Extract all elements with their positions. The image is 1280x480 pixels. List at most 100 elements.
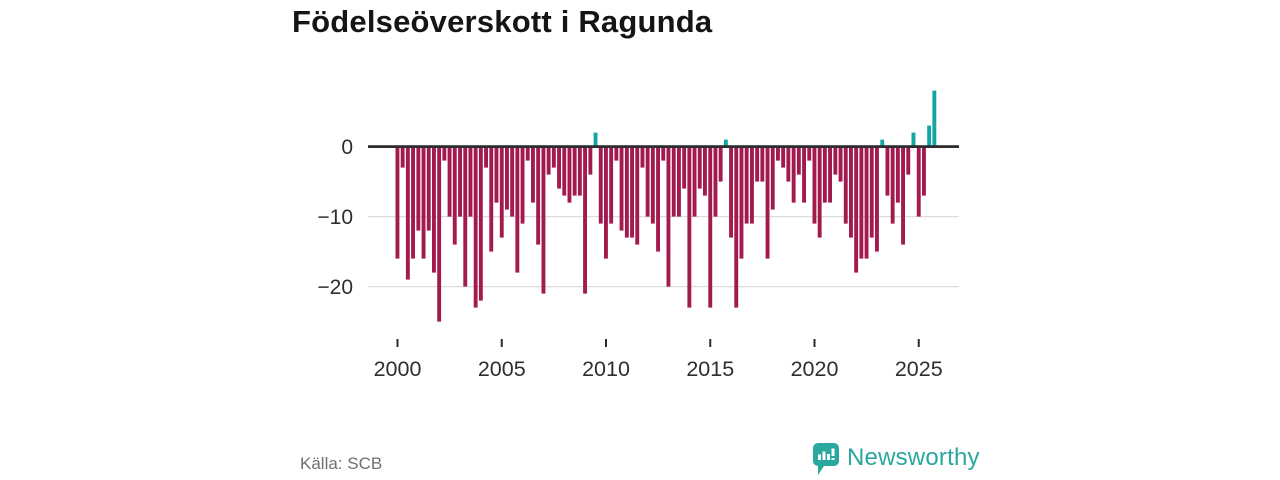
bar-2024q3 [906, 146, 911, 175]
source-note: Källa: SCB [300, 454, 383, 473]
bar-2022q3 [864, 146, 869, 259]
bar-2018q4 [786, 146, 791, 182]
bar-2010q3 [614, 146, 619, 161]
bar-2024q2 [901, 146, 905, 245]
bar-2006q3 [531, 146, 535, 203]
bar-2015q4 [723, 139, 728, 147]
bar-2016q3 [739, 146, 744, 259]
bar-2020q1 [812, 146, 817, 224]
bar-2020q3 [822, 146, 827, 203]
bar-2017q2 [755, 146, 760, 182]
bar-2012q3 [656, 146, 660, 252]
bar-2015q2 [713, 146, 718, 217]
bar-2019q4 [807, 146, 812, 161]
bar-2009q4 [598, 146, 603, 224]
bar-2003q2 [463, 146, 468, 287]
bar-2008q3 [572, 146, 577, 196]
bar-2008q2 [567, 146, 572, 203]
bar-2013q2 [671, 146, 676, 217]
bar-2023q3 [885, 146, 890, 196]
bar-2019q1 [791, 146, 796, 203]
bar-2025q2 [922, 146, 926, 196]
y-axis-label--10: −10 [317, 206, 353, 229]
bar-2000q2 [400, 146, 405, 168]
bar-2001q2 [421, 146, 426, 259]
bar-2012q2 [650, 146, 655, 224]
bar-2010q4 [619, 146, 624, 231]
logo-exclamation-bar [831, 448, 835, 456]
logo-bar-1 [818, 454, 821, 460]
bar-2004q1 [478, 146, 483, 301]
logo-bar-2 [822, 451, 826, 460]
bar-2018q1 [770, 146, 775, 210]
bar-2011q3 [635, 146, 640, 245]
bar-2006q1 [520, 146, 525, 224]
bar-2014q1 [687, 146, 692, 308]
bar-2022q1 [854, 146, 859, 273]
bar-2019q2 [796, 146, 801, 175]
newsworthy-logo[interactable]: Newsworthy [813, 443, 980, 476]
bar-2017q1 [750, 146, 754, 224]
bar-2013q1 [666, 146, 671, 287]
bar-2002q2 [442, 146, 447, 161]
bar-2013q4 [682, 146, 687, 189]
bar-2008q1 [562, 146, 567, 196]
bar-2021q1 [833, 146, 838, 175]
bar-2007q2 [546, 146, 551, 175]
bar-2015q3 [718, 146, 723, 182]
bar-2022q4 [869, 146, 874, 238]
x-tick-label-2000: 2000 [374, 357, 422, 381]
bar-2005q1 [499, 146, 504, 238]
bar-2011q4 [640, 146, 645, 168]
bar-2011q1 [624, 146, 629, 238]
y-axis-label--20: −20 [317, 276, 353, 299]
bar-2007q3 [551, 146, 556, 168]
newsworthy-logo-icon [813, 443, 839, 475]
x-tick-label-2015: 2015 [686, 357, 734, 381]
bar-2021q2 [838, 146, 843, 182]
bar-2001q3 [426, 146, 431, 231]
bar-2024q4 [911, 132, 916, 147]
bar-2017q4 [765, 146, 770, 259]
x-tick-label-2025: 2025 [895, 357, 943, 381]
bar-2020q4 [828, 146, 832, 203]
bar-2009q3 [593, 132, 598, 147]
bar-2006q2 [525, 146, 530, 161]
bar-2000q1 [395, 146, 400, 259]
bar-2014q2 [692, 146, 697, 217]
bar-2012q4 [661, 146, 666, 161]
bar-2022q2 [859, 146, 864, 259]
bar-2013q3 [677, 146, 681, 217]
chart-title: Födelseöverskott i Ragunda [292, 4, 713, 39]
bar-2025q4 [932, 90, 937, 147]
bar-2014q4 [703, 146, 707, 196]
bar-2010q2 [609, 146, 614, 224]
bar-2001q1 [416, 146, 421, 231]
bar-2004q2 [484, 146, 488, 168]
bar-2024q1 [895, 146, 900, 203]
bar-2003q3 [468, 146, 473, 217]
bar-2003q1 [458, 146, 462, 217]
newsworthy-logo-text: Newsworthy [847, 444, 980, 471]
bar-2014q3 [697, 146, 702, 189]
bar-2002q4 [452, 146, 457, 245]
bar-2020q2 [817, 146, 822, 238]
logo-exclamation-dot [831, 458, 835, 460]
bar-2006q4 [536, 146, 541, 245]
bar-2007q4 [557, 146, 561, 189]
bar-2009q1 [583, 146, 587, 294]
bar-2004q3 [489, 146, 494, 252]
logo-bar-3 [827, 454, 830, 460]
bar-2025q3 [927, 125, 932, 147]
zero-axis-line [368, 145, 959, 148]
bar-2023q2 [880, 139, 885, 147]
bar-2010q1 [604, 146, 608, 259]
bar-2005q2 [505, 146, 509, 210]
x-tick-label-2005: 2005 [478, 357, 526, 381]
bar-2016q2 [734, 146, 739, 308]
bar-2023q4 [890, 146, 895, 224]
bar-2021q3 [843, 146, 848, 224]
bar-2012q1 [645, 146, 650, 217]
x-tick-label-2010: 2010 [582, 357, 630, 381]
